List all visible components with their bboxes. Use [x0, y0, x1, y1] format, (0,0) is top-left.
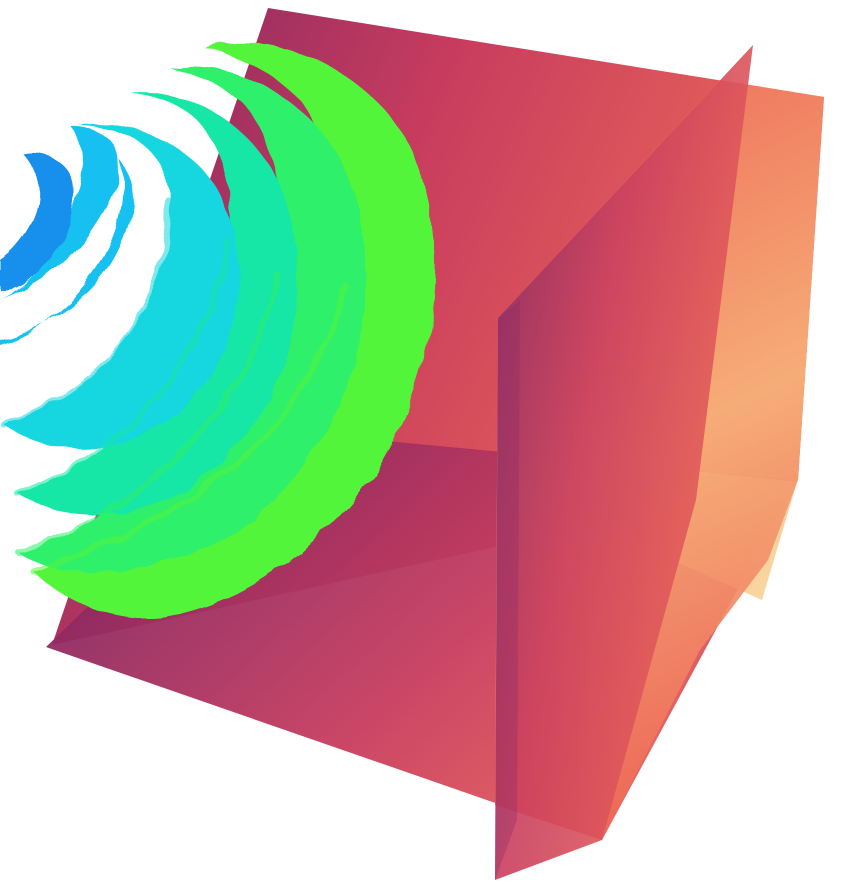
isosurface-rim-4: [15, 237, 231, 497]
isosurface-rim-3: [1, 197, 172, 428]
isosurface-shell-1: [0, 153, 75, 291]
slice-intersection-shadow: [495, 300, 520, 880]
isosurface-shell-2: [0, 125, 133, 345]
isosurface-shell-5: [18, 66, 367, 573]
isosurface-rims: [1, 197, 348, 575]
isosurface-rim-6: [31, 282, 348, 575]
isosurface-rim-5: [15, 272, 281, 555]
isosurface-shell-4: [18, 91, 299, 515]
center-slice-plane: [495, 45, 753, 880]
